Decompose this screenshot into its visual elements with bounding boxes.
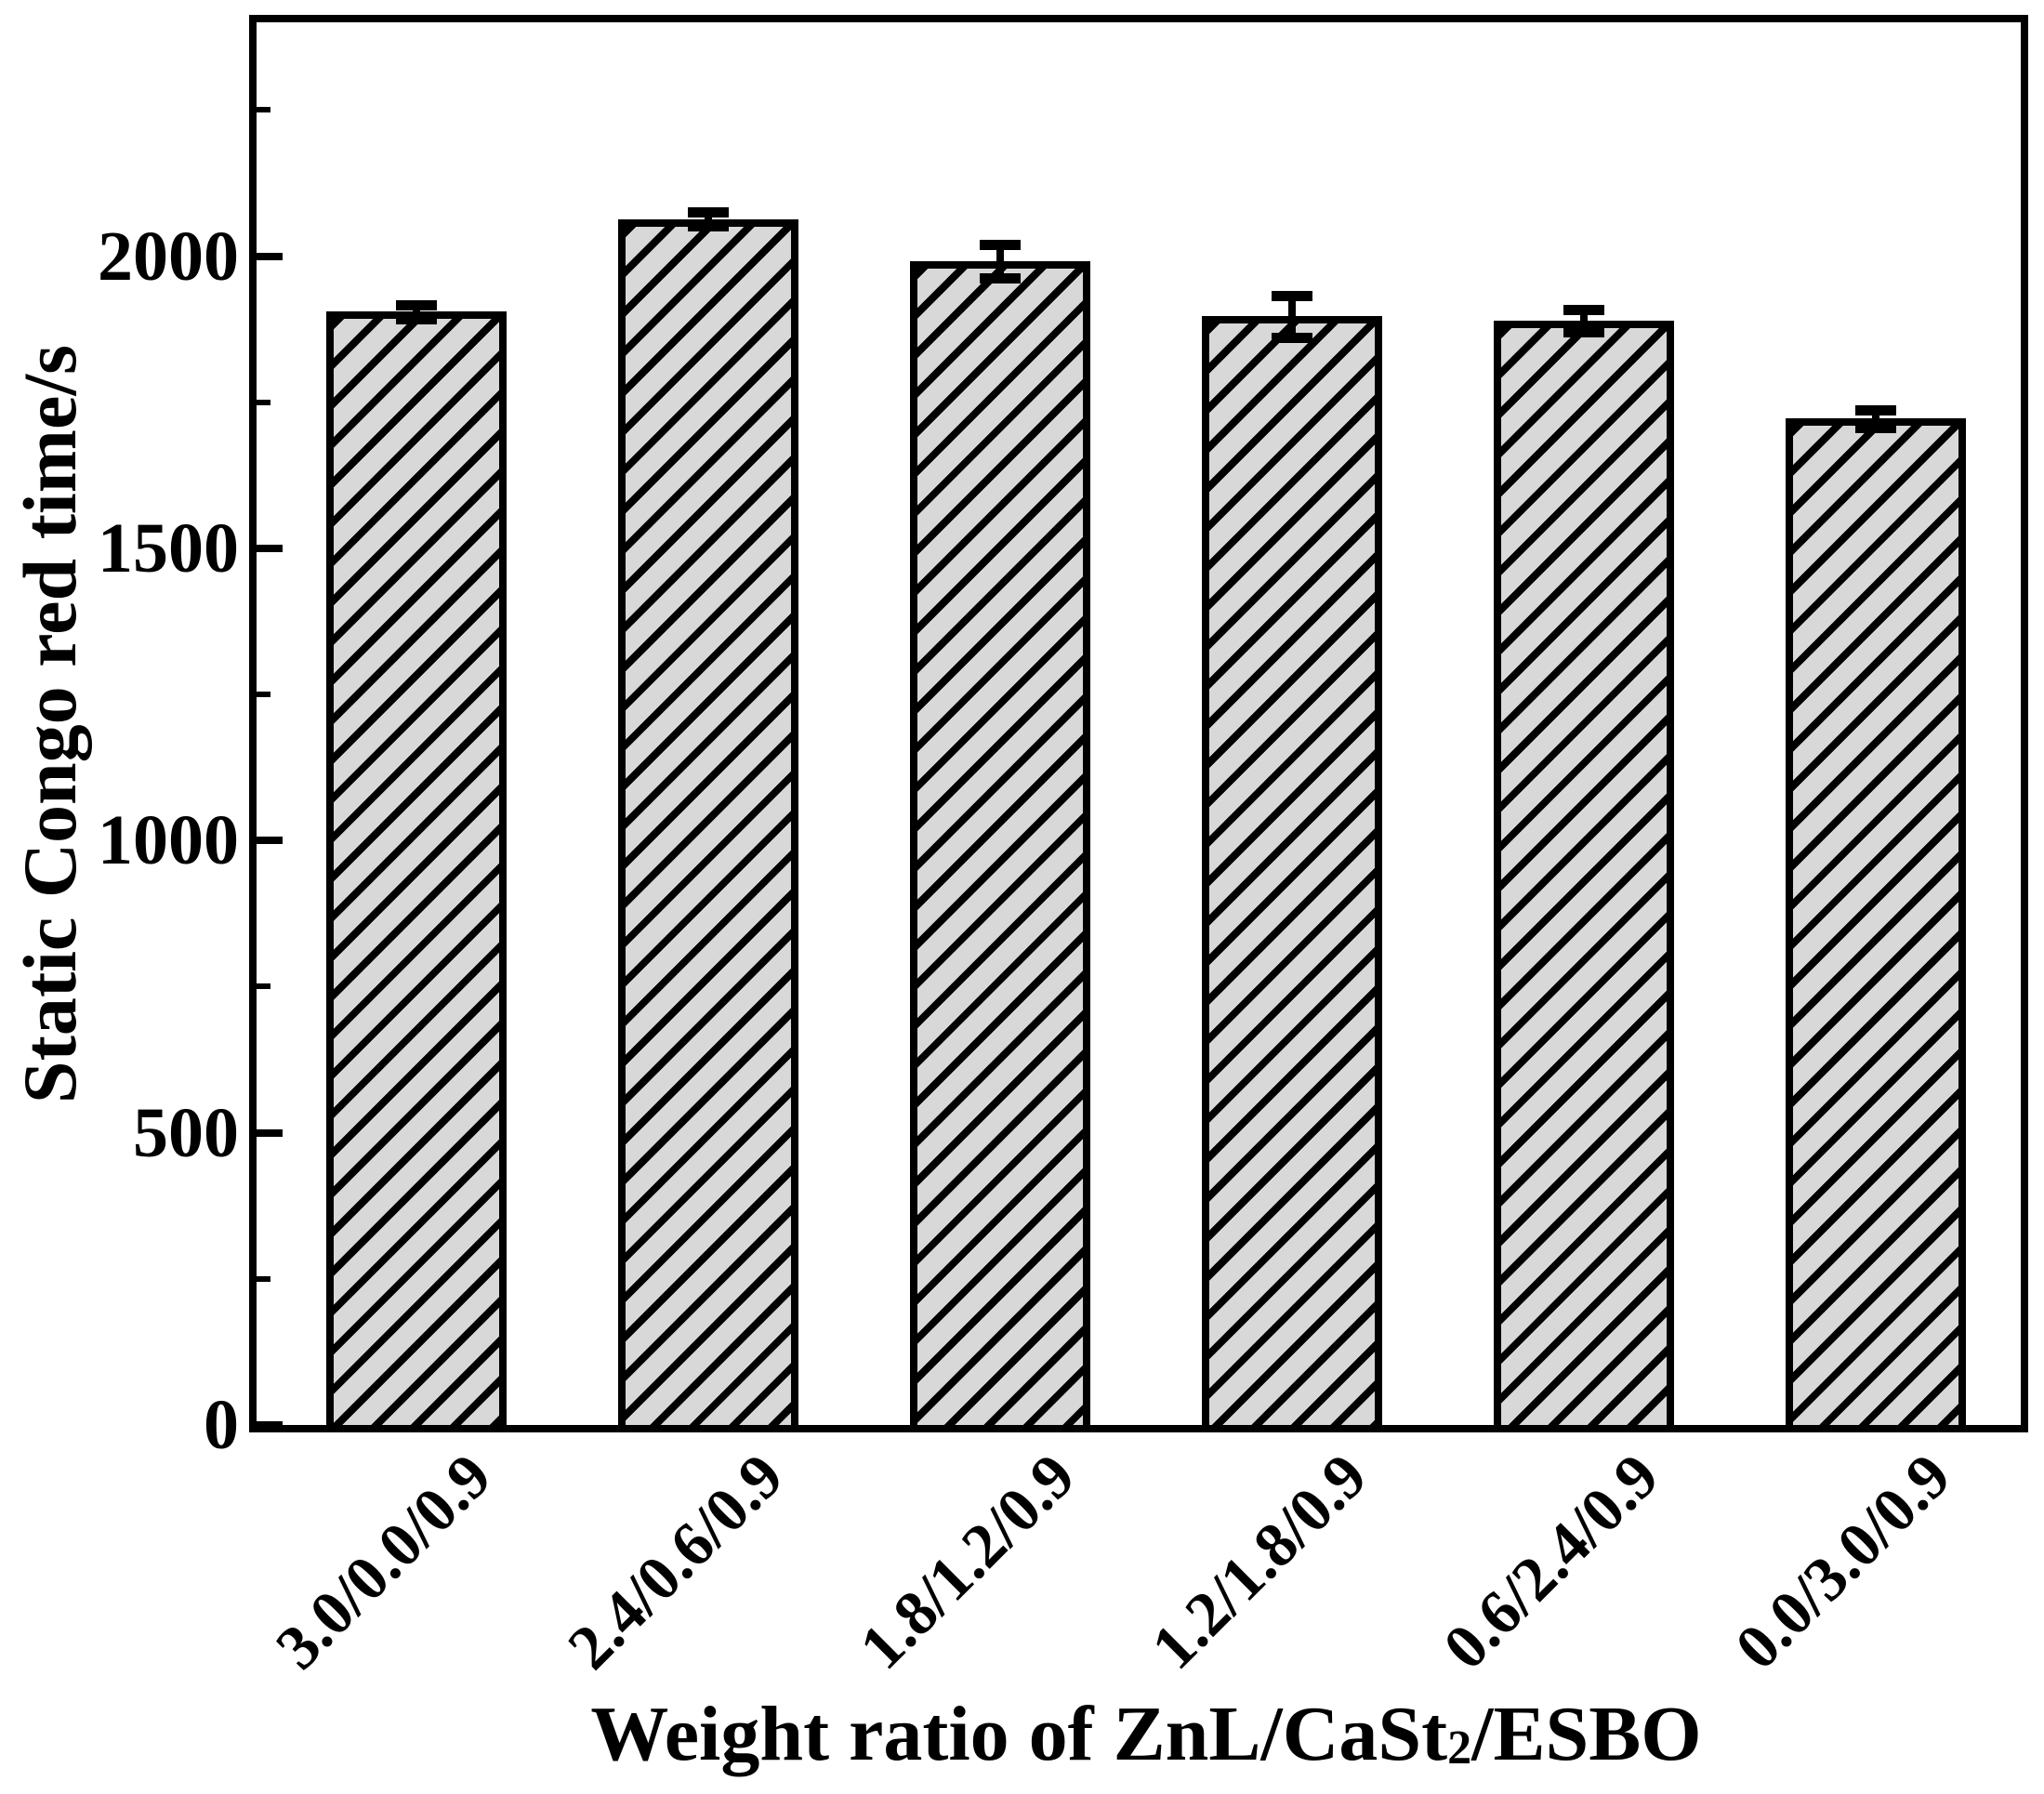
error-bar-cap-top	[396, 299, 437, 310]
y-minor-tick	[257, 692, 270, 698]
x-category-label: 1.8/1.2/0.9	[846, 1440, 1088, 1682]
y-major-tick	[257, 1128, 283, 1137]
x-axis-title-pre: Weight ratio of ZnL/CaSt	[590, 1691, 1448, 1777]
y-tick-label: 500	[133, 1093, 239, 1172]
x-category-label: 3.0/0.0/0.9	[262, 1440, 505, 1682]
error-bar-cap-top	[980, 239, 1021, 250]
x-category-label: 0.6/2.4/0.9	[1430, 1440, 1672, 1682]
y-major-tick	[257, 1421, 283, 1429]
y-minor-tick	[257, 399, 270, 405]
y-axis-title: Static Congo red time/s	[7, 345, 92, 1103]
y-minor-tick	[257, 1275, 270, 1282]
error-bar-cap-bottom	[396, 313, 437, 324]
x-axis-title-subscript: 2	[1447, 1721, 1472, 1775]
x-category-label: 1.2/1.8/0.9	[1138, 1440, 1380, 1682]
bar	[910, 261, 1090, 1425]
bar	[1786, 418, 1966, 1425]
x-axis-title: Weight ratio of ZnL/CaSt2/ESBO	[590, 1695, 1701, 1774]
error-bar-stem	[996, 244, 1004, 279]
error-bar-cap-bottom	[1563, 327, 1604, 338]
error-bar-cap-bottom	[1272, 332, 1312, 343]
error-bar-stem	[1872, 409, 1879, 428]
x-category-label: 2.4/0.6/0.9	[554, 1440, 797, 1682]
y-minor-tick	[257, 983, 270, 990]
error-bar-cap-bottom	[1855, 422, 1896, 433]
y-tick-label: 1000	[98, 801, 239, 880]
error-bar-stem	[1288, 295, 1296, 337]
error-bar-cap-top	[688, 207, 729, 218]
y-axis-title-text: Static Congo red time/s	[7, 344, 92, 1104]
error-bar-stem	[1580, 310, 1588, 333]
y-tick-label: 1500	[98, 508, 239, 587]
bar	[618, 218, 798, 1425]
bar	[1202, 316, 1382, 1425]
y-major-tick	[257, 252, 283, 260]
error-bar-cap-top	[1855, 404, 1896, 416]
error-bar-cap-bottom	[688, 221, 729, 232]
x-category-label: 0.0/3.0/0.9	[1721, 1440, 1964, 1682]
error-bar-cap-bottom	[980, 273, 1021, 284]
error-bar-cap-top	[1272, 290, 1312, 301]
x-axis-title-post: /ESBO	[1471, 1691, 1702, 1777]
error-bar-stem	[413, 304, 420, 319]
y-minor-tick	[257, 107, 270, 113]
y-major-tick	[257, 544, 283, 552]
error-bar-cap-top	[1563, 305, 1604, 316]
y-major-tick	[257, 837, 283, 845]
bar	[1494, 321, 1674, 1425]
bar	[326, 311, 507, 1425]
y-tick-label: 0	[204, 1386, 239, 1464]
y-tick-label: 2000	[98, 217, 239, 296]
plot-area	[249, 15, 2028, 1432]
error-bar-stem	[705, 212, 712, 227]
